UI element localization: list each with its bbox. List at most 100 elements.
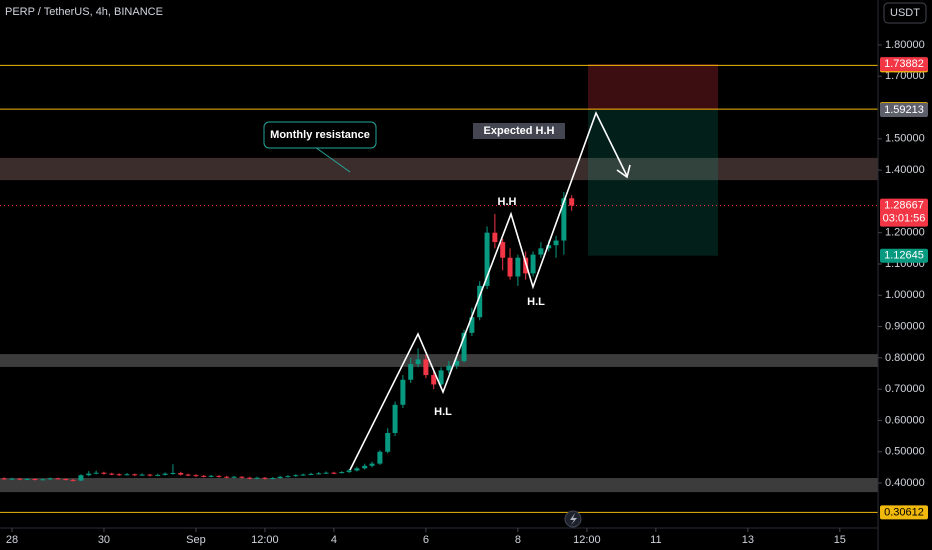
y-tick-label: 0.60000 — [885, 414, 925, 426]
candle-body — [178, 473, 184, 475]
price-badge — [880, 198, 928, 227]
candle-body — [193, 475, 199, 477]
candle-body — [507, 257, 513, 277]
callout-box — [263, 121, 377, 149]
candle-body — [546, 245, 552, 249]
candle-body — [231, 476, 237, 478]
candle-body — [216, 475, 222, 477]
candle-body — [277, 476, 283, 479]
y-tick-label: 1.80000 — [885, 39, 925, 51]
candle-body — [553, 240, 559, 246]
candle-body — [477, 285, 483, 318]
price-badge — [880, 102, 928, 117]
candle-body — [300, 474, 306, 476]
candle-body — [101, 472, 107, 474]
price-badge — [880, 57, 928, 72]
candle-body — [124, 474, 130, 476]
annotation: H.H — [498, 196, 517, 208]
candle-body — [47, 478, 53, 480]
candle-body — [63, 478, 69, 480]
candle-body — [224, 476, 230, 478]
x-tick-label: 13 — [742, 534, 754, 546]
x-tick-label: 12:00 — [251, 534, 279, 546]
candle-body — [469, 317, 475, 333]
countdown: 03:01:56 — [883, 212, 926, 224]
candle-body — [385, 432, 391, 452]
x-tick-label: 4 — [331, 534, 337, 546]
x-tick-label: 11 — [650, 534, 661, 546]
target-zone — [588, 109, 718, 256]
candle-body — [162, 473, 168, 475]
x-tick-label: 28 — [6, 534, 18, 546]
candle-body — [561, 198, 567, 241]
x-tick-label: 12:00 — [573, 534, 601, 546]
annotation: H.L — [434, 406, 452, 418]
candle-body — [208, 475, 214, 477]
candle-body — [132, 474, 138, 476]
arrow-head — [616, 164, 631, 179]
candle-body — [369, 463, 375, 466]
y-tick-label: 0.70000 — [885, 383, 925, 395]
candle-body — [270, 478, 276, 480]
candle-body — [262, 477, 268, 479]
candle-body — [40, 479, 46, 481]
candle-body — [1, 478, 7, 480]
candle-body — [201, 475, 207, 477]
zigzag — [349, 110, 628, 471]
y-tick-label: 1.50000 — [885, 133, 925, 145]
y-tick-label: 1.70000 — [885, 70, 925, 82]
zone — [0, 157, 878, 181]
candle-body — [423, 359, 429, 376]
candle-body — [247, 477, 253, 479]
candle-body — [431, 375, 437, 385]
label-box — [473, 123, 565, 139]
candle-body — [185, 474, 191, 476]
y-tick-label: 0.40000 — [885, 477, 925, 489]
candle-body — [461, 332, 467, 361]
price-badge-label: 1.12645 — [884, 250, 924, 262]
candle-body — [354, 468, 360, 471]
stop-zone — [588, 64, 718, 110]
candle-body — [239, 476, 245, 478]
candle-body — [569, 198, 575, 206]
candle-body — [32, 478, 38, 480]
candle-body — [492, 232, 498, 243]
y-tick-label: 0.90000 — [885, 320, 925, 332]
y-tick-label: 1.40000 — [885, 164, 925, 176]
candle-body — [500, 242, 506, 258]
candle-body — [323, 472, 329, 474]
candle-body — [446, 365, 452, 371]
candle-body — [408, 364, 414, 380]
currency-button-label: USDT — [890, 7, 920, 19]
candle-body — [155, 474, 161, 476]
y-tick-label: 0.80000 — [885, 352, 925, 364]
annotation: H.L — [527, 296, 545, 308]
candle-body — [9, 478, 15, 480]
candle-body — [78, 475, 84, 481]
candle-body — [362, 465, 368, 469]
annotation: Expected H.H — [484, 125, 555, 137]
x-tick-label: 30 — [98, 534, 110, 546]
price-badge-label: 0.30612 — [884, 506, 924, 518]
candle-body — [70, 479, 76, 481]
candle-body — [24, 478, 30, 480]
price-badge-label: 1.59213 — [884, 104, 924, 116]
price-badge — [880, 505, 928, 520]
candle-body — [55, 478, 61, 480]
candle-body — [331, 472, 337, 474]
candle-body — [147, 474, 153, 476]
candle-body — [515, 257, 521, 277]
currency-button[interactable] — [883, 2, 927, 24]
candle-body — [86, 473, 92, 476]
candle-body — [139, 474, 145, 476]
candle-body — [285, 476, 291, 478]
chart-title: PERP / TetherUS, 4h, BINANCE — [5, 6, 163, 18]
x-tick-label: 15 — [834, 534, 846, 546]
price-badge — [880, 248, 928, 263]
x-tick-label: 8 — [515, 534, 521, 546]
candle-body — [400, 379, 406, 405]
candle-body — [454, 360, 460, 366]
candle-body — [346, 470, 352, 473]
candle-body — [254, 477, 260, 479]
